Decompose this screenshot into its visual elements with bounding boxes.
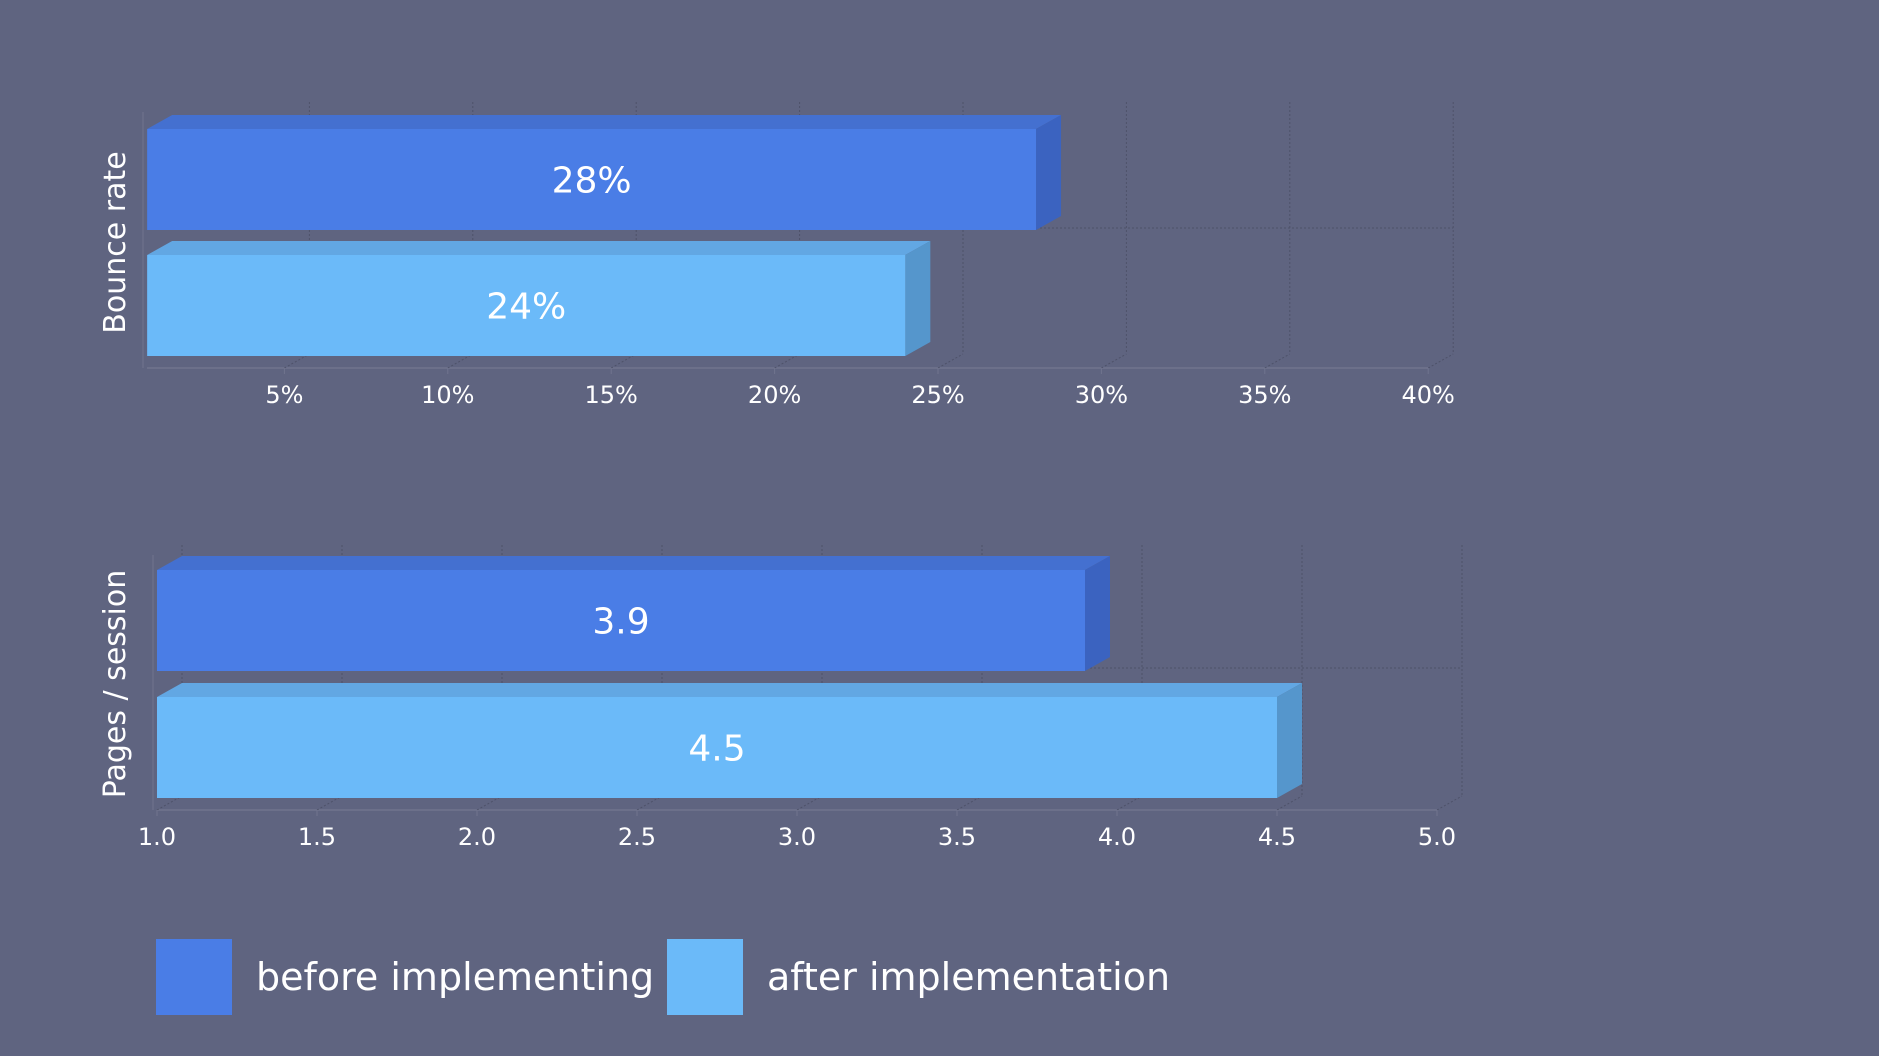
- bar-before: [157, 570, 1085, 671]
- y-axis-title: Bounce rate: [98, 151, 133, 333]
- gridline-floor: [447, 353, 474, 369]
- gridline-floor: [937, 353, 964, 369]
- gridline-floor: [1264, 353, 1291, 369]
- gridline-floor: [1101, 353, 1127, 369]
- bar-before: [147, 129, 1037, 230]
- legend-swatch: [156, 939, 232, 1015]
- gridline-floor: [1427, 353, 1454, 369]
- x-tick-label: 2.0: [458, 823, 496, 851]
- gridline-floor: [156, 795, 183, 811]
- gridline-floor: [316, 795, 343, 811]
- x-tick-label: 5.0: [1418, 823, 1456, 851]
- legend-label: before implementing: [256, 955, 654, 999]
- x-tick-label: 4.5: [1258, 823, 1296, 851]
- bar-top-face: [157, 556, 1110, 570]
- bar-top-face: [147, 241, 931, 255]
- gridline-floor: [476, 795, 503, 811]
- gridline-floor: [284, 353, 310, 369]
- bar-top-face: [157, 683, 1302, 697]
- x-tick-label: 10%: [421, 381, 474, 409]
- bar-value-label: 4.5: [688, 729, 745, 770]
- bar-side-face: [1085, 556, 1110, 671]
- legend-swatch: [667, 939, 743, 1015]
- bar-value-label: 24%: [486, 287, 566, 328]
- bar-top-face: [147, 115, 1062, 129]
- x-tick-label: 5%: [265, 381, 303, 409]
- x-tick-label: 2.5: [618, 823, 656, 851]
- x-tick-label: 1.0: [138, 823, 176, 851]
- gridline-floor: [796, 795, 823, 811]
- gridline-floor: [774, 353, 800, 369]
- x-tick-label: 1.5: [298, 823, 336, 851]
- bar-after: [157, 697, 1277, 798]
- bar-value-label: 28%: [552, 161, 632, 202]
- x-tick-label: 4.0: [1098, 823, 1136, 851]
- x-tick-label: 3.0: [778, 823, 816, 851]
- bar-value-label: 3.9: [592, 602, 649, 643]
- x-tick-label: 25%: [911, 381, 964, 409]
- bar-after: [147, 255, 906, 356]
- gridline-floor: [610, 353, 637, 369]
- gridline-floor: [956, 795, 983, 811]
- gridline-floor: [636, 795, 663, 811]
- bar-side-face: [905, 241, 931, 356]
- gridline-floor: [1436, 795, 1463, 811]
- x-tick-label: 15%: [585, 381, 638, 409]
- x-tick-label: 3.5: [938, 823, 976, 851]
- x-tick-label: 35%: [1238, 381, 1291, 409]
- x-tick-label: 40%: [1402, 381, 1455, 409]
- gridline-floor: [1276, 795, 1303, 811]
- x-tick-label: 20%: [748, 381, 801, 409]
- gridline-floor: [1116, 795, 1143, 811]
- bar-side-face: [1036, 115, 1062, 230]
- bar-side-face: [1277, 683, 1302, 798]
- legend-label: after implementation: [767, 955, 1170, 999]
- y-axis-title: Pages / session: [98, 570, 133, 799]
- x-tick-label: 30%: [1075, 381, 1128, 409]
